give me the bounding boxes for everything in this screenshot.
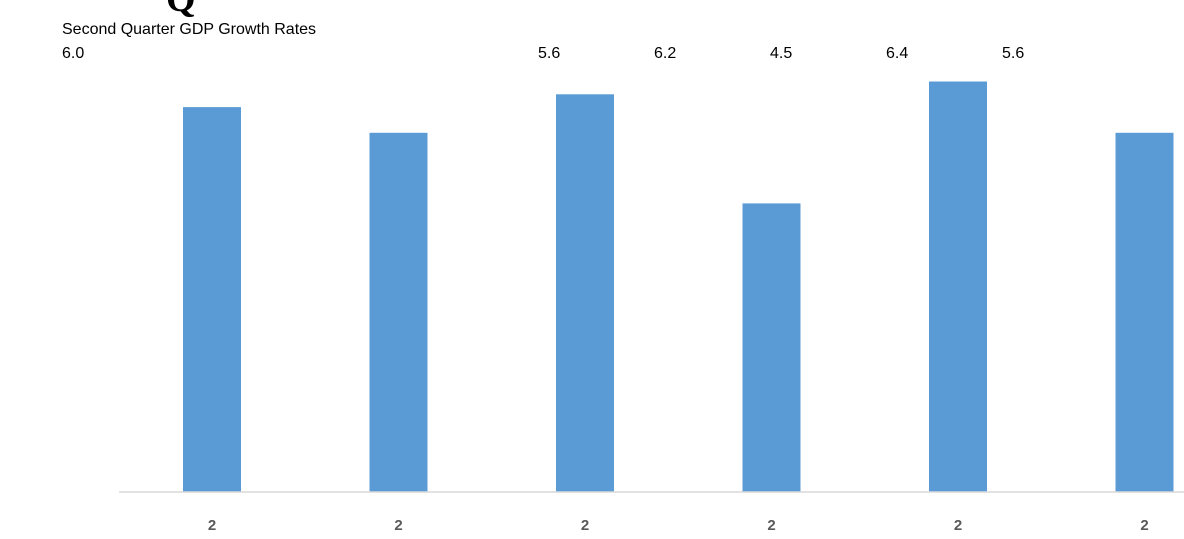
value-label-4: 4.5 bbox=[770, 45, 792, 62]
bar-5 bbox=[929, 81, 987, 492]
bar-4 bbox=[742, 203, 801, 492]
bar-2 bbox=[369, 132, 428, 493]
bar-6 bbox=[1115, 132, 1174, 493]
value-label-1: 6.0 bbox=[62, 45, 84, 62]
value-label-6: 5.6 bbox=[1002, 45, 1024, 62]
heading-glyph: Q bbox=[166, 0, 196, 18]
tick-labels-layer: 2 2 2 2 2 2 bbox=[208, 517, 1149, 534]
x-tick-label-5: 2 bbox=[954, 517, 962, 534]
x-tick-label-3: 2 bbox=[581, 517, 589, 534]
x-tick-label-4: 2 bbox=[767, 517, 775, 534]
value-label-2: 5.6 bbox=[538, 45, 560, 62]
bar-3 bbox=[556, 94, 614, 493]
bar-1 bbox=[183, 107, 241, 492]
value-labels-layer: 6.0 5.6 6.2 4.5 6.4 5.6 bbox=[62, 45, 1024, 62]
bars-layer bbox=[183, 81, 1174, 493]
x-tick-label-6: 2 bbox=[1140, 517, 1148, 534]
x-tick-label-2: 2 bbox=[394, 517, 402, 534]
value-label-3: 6.2 bbox=[654, 45, 676, 62]
x-tick-label-1: 2 bbox=[208, 517, 216, 534]
chart-title: Second Quarter GDP Growth Rates bbox=[62, 21, 317, 38]
value-label-5: 6.4 bbox=[886, 45, 908, 62]
